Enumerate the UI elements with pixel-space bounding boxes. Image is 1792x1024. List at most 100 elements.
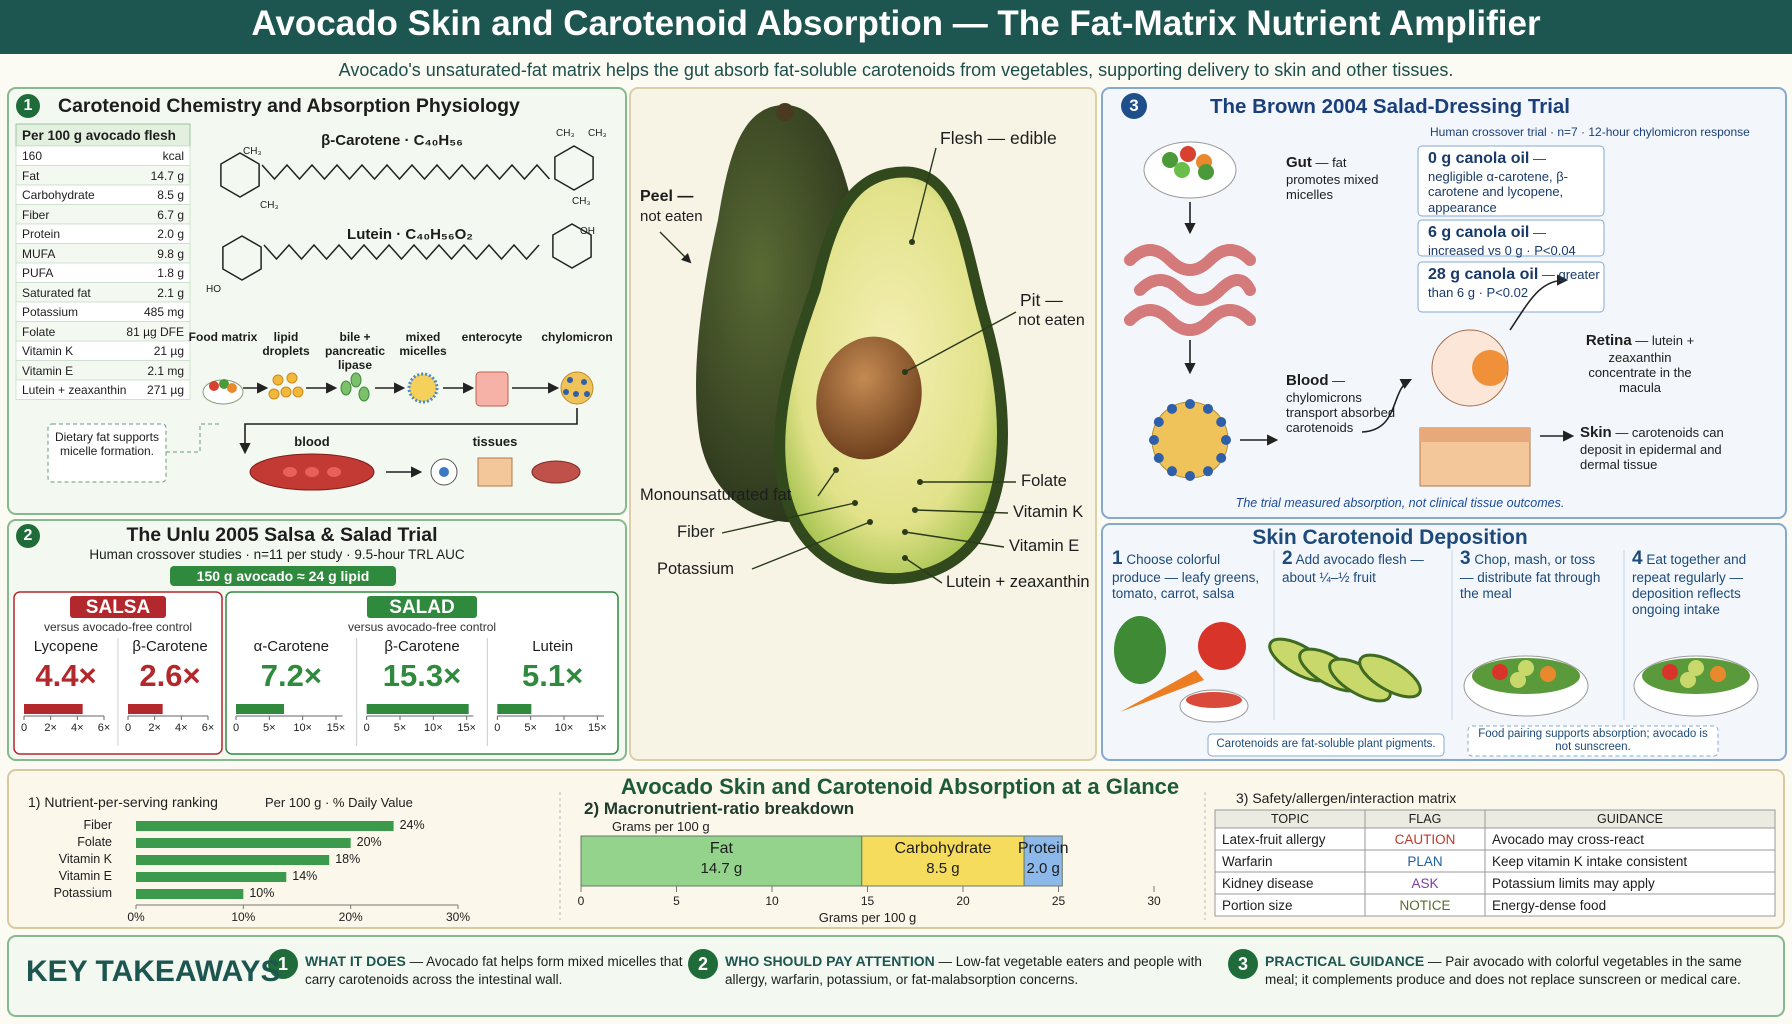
tick-label: 5 [673,894,680,908]
text-part: Choose colorful produce — leafy greens, … [1112,552,1260,602]
dose: 150 g avocado ≈ 24 g lipid [196,568,370,584]
tick-label: 6× [97,722,111,734]
protein-dot [567,377,573,383]
protein-dot [1203,466,1213,477]
table-cell: Carbohydrate [22,188,95,202]
trial-result: 6 g canola oil — increased vs 0 g · P<0.… [1428,224,1600,258]
tick-label: 10× [554,722,574,734]
trial-arm: SALAD [389,597,455,618]
chart-title: 1) Nutrient-per-serving ranking [28,794,218,810]
tick-label: 0 [20,722,28,734]
atom-label: CH₃ [588,128,607,139]
molecule-name: Lutein · C₄₀H₅₆O₂ [347,226,473,243]
flag: ASK [1411,876,1439,891]
tick-label: 2× [148,722,161,734]
step-text: 3 Chop, mash, or toss — distribute fat t… [1460,548,1610,602]
value-label: 14% [292,869,318,883]
molecule-chain [263,243,540,261]
table-cell: Lutein + zeaxanthin [22,383,127,397]
table-cell: Fat [22,168,40,183]
leader-dots [833,239,923,561]
table-header-text: Per 100 g avocado flesh [22,128,176,143]
table-cell: MUFA [22,246,56,261]
tick-label: 5× [524,722,537,734]
number-badge [268,949,298,979]
text-part: — increased vs 0 g · P<0.04 [1428,225,1576,258]
tick-label: 0 [124,722,132,734]
pathway-step: enterocyte [461,330,523,344]
table-cell: Kidney disease [1222,876,1314,891]
panel-title: The Unlu 2005 Salsa & Salad Trial [126,524,438,546]
iris [439,467,449,477]
nutrient-label: Vitamin K [1013,503,1084,521]
text-part: 4 [1632,548,1643,569]
table-cell: 2.1 g [157,285,184,300]
table-cell: Folate [22,324,56,339]
droplet [272,374,284,386]
value-label: 7.2× [260,658,322,693]
blood-cell [283,467,297,477]
legend-label: Carbohydrate [894,840,992,857]
nutrient-label: Vitamin E [1009,537,1080,555]
food [1198,164,1214,180]
protein-dot [1221,435,1231,445]
step-text: 1 Choose colorful produce — leafy greens… [1112,548,1262,602]
number: 3 [1237,954,1248,974]
table-cell: 6.7 g [157,207,184,222]
trial-result: 0 g canola oil — negligible α-carotene, … [1428,150,1600,215]
number: 2 [23,527,33,544]
droplet [268,388,280,400]
blood-cell [305,467,319,477]
table-cell: Warfarin [1222,854,1273,869]
lipase [350,372,362,388]
bar [24,704,83,714]
leader-lines [659,147,1017,584]
table-cell: Potassium limits may apply [1492,876,1655,891]
tick-label: 4× [175,722,188,734]
lipase [358,386,370,402]
table-cell: 271 µg [147,383,184,397]
molecule-ring [552,223,592,269]
tick-label: 0% [127,910,145,924]
atom-label: CH₃ [556,128,575,139]
bar [136,872,287,882]
micelle [407,372,439,404]
panel-title: Carotenoid Chemistry and Absorption Phys… [58,95,520,117]
molecule-ring [220,152,260,198]
protein-dot [1167,403,1177,414]
category: β-Carotene [384,638,460,655]
avocado-slice [1358,653,1422,699]
step-text: 4 Eat together and repeat regularly — de… [1632,548,1782,618]
arrow [239,408,578,455]
tick-label: 0 [577,894,585,908]
segment [861,835,1025,887]
protein-dot [1216,453,1227,463]
category: β-Carotene [132,638,208,655]
droplet [286,372,298,384]
pathway-step: bile + pancreatic lipase [324,330,386,373]
chart-title: 2) Macronutrient-ratio breakdown [584,799,855,818]
nutrient-label: Potassium [657,560,735,578]
step-label: Retina — lutein + zeaxanthin concentrate… [1573,332,1707,396]
stem [776,103,794,121]
flag: CAUTION [1394,832,1456,847]
part-label: Flesh — edible [940,128,1057,148]
page-title: Avocado Skin and Carotenoid Absorption —… [251,4,1541,43]
trial-result: 28 g canola oil — greater than 6 g · P<0… [1428,266,1600,300]
epidermis [1420,428,1530,442]
tick-label: 0 [232,722,240,734]
droplet [292,386,304,398]
table-cell: 1.8 g [157,266,184,280]
food [1710,666,1726,682]
salsa [1186,692,1242,708]
table-cell: 14.7 g [150,168,184,183]
segment [580,835,863,887]
text-part: WHO SHOULD PAY ATTENTION [725,953,935,969]
tick-label: 20% [338,910,363,924]
section-title: Avocado Skin and Carotenoid Absorption a… [620,774,1180,799]
number: 1 [23,97,33,114]
chylomicron [1151,401,1229,479]
part-note: not eaten [1018,312,1085,329]
page-subtitle: Avocado's unsaturated-fat matrix helps t… [338,60,1454,80]
